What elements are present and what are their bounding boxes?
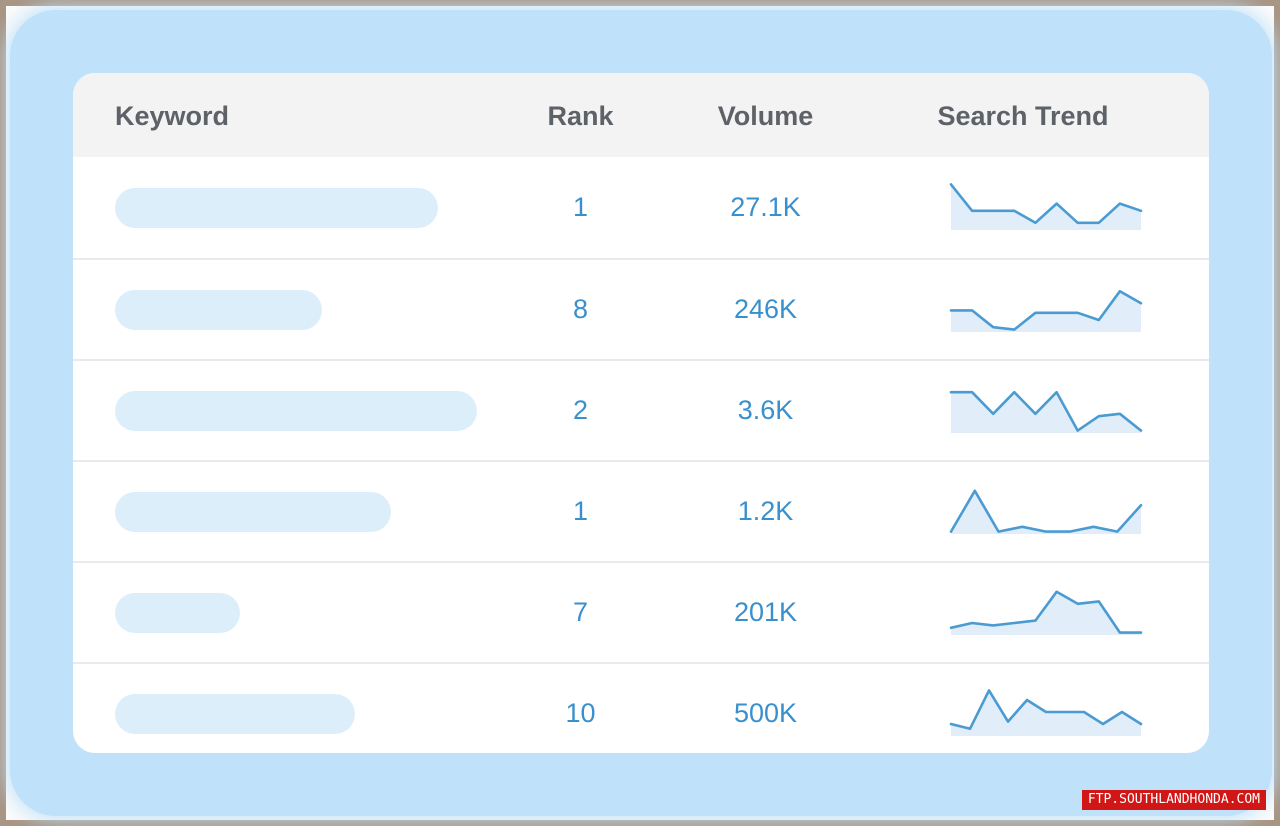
watermark-label: FTP.SOUTHLANDHONDA.COM	[1081, 790, 1266, 810]
column-header-rank[interactable]: Rank	[547, 101, 614, 131]
sparkline-line	[949, 590, 1143, 634]
search-trend-sparkline	[949, 289, 1143, 332]
volume-value: 246K	[733, 294, 798, 324]
volume-value: 201K	[733, 597, 798, 627]
keyword-table-card: Keyword Rank Volume Search Trend 1 27.1K…	[73, 73, 1209, 753]
search-trend-sparkline	[949, 390, 1143, 433]
sparkline-line	[949, 390, 1143, 432]
table-row[interactable]: 10 500K	[73, 662, 1209, 753]
volume-value: 500K	[733, 698, 798, 728]
volume-value: 3.6K	[737, 395, 794, 425]
keyword-placeholder-bar	[115, 693, 355, 734]
sparkline-area	[951, 290, 1141, 332]
sparkline-line	[949, 489, 1143, 533]
table-row[interactable]: 1 27.1K	[73, 157, 1209, 258]
rank-value: 8	[572, 294, 589, 324]
sparkline-area	[951, 591, 1141, 635]
rank-value: 7	[572, 597, 589, 627]
search-trend-sparkline	[949, 182, 1143, 230]
sparkline-area	[951, 183, 1141, 230]
column-header-volume[interactable]: Volume	[717, 101, 814, 131]
search-trend-sparkline	[949, 590, 1143, 635]
keyword-placeholder-bar	[115, 592, 240, 633]
sparkline-line	[949, 688, 1143, 730]
sparkline-line	[949, 289, 1143, 331]
keyword-placeholder-bar	[115, 390, 477, 431]
keyword-placeholder-bar	[115, 187, 438, 228]
table-row[interactable]: 2 3.6K	[73, 359, 1209, 460]
table-body: 1 27.1K 8 246K 2 3.6K 1 1.2K 7 201K	[73, 157, 1209, 753]
volume-value: 1.2K	[737, 496, 794, 526]
sparkline-area	[951, 490, 1141, 534]
table-row[interactable]: 8 246K	[73, 258, 1209, 359]
table-row[interactable]: 1 1.2K	[73, 460, 1209, 561]
column-header-search-trend[interactable]: Search Trend	[937, 101, 1109, 131]
keyword-placeholder-bar	[115, 491, 391, 532]
column-header-keyword[interactable]: Keyword	[115, 101, 230, 131]
search-trend-sparkline	[949, 489, 1143, 534]
rank-value: 2	[572, 395, 589, 425]
keyword-placeholder-bar	[115, 289, 322, 330]
search-trend-sparkline	[949, 688, 1143, 736]
rank-value: 1	[572, 192, 589, 222]
rank-value: 1	[572, 496, 589, 526]
table-header: Keyword Rank Volume Search Trend	[73, 73, 1209, 157]
sparkline-line	[949, 182, 1143, 224]
rank-value: 10	[565, 698, 596, 728]
table-row[interactable]: 7 201K	[73, 561, 1209, 662]
volume-value: 27.1K	[730, 192, 801, 222]
sparkline-area	[951, 391, 1141, 433]
